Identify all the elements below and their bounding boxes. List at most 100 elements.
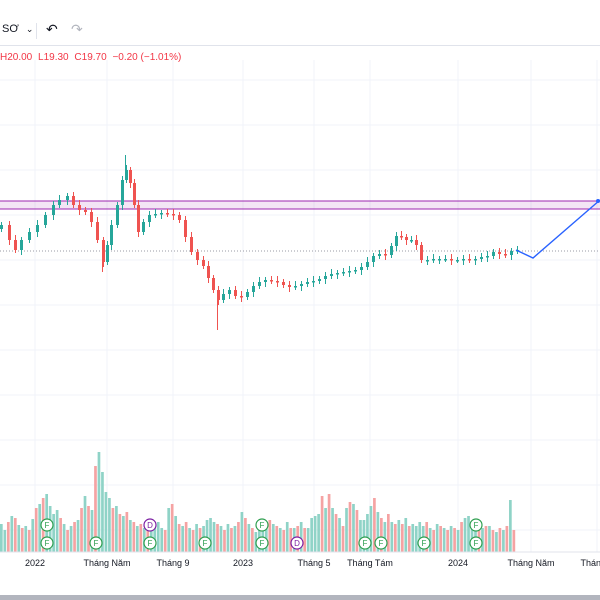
volume-bar <box>439 526 442 552</box>
marker-label: F <box>260 521 265 530</box>
volume-bar <box>463 518 467 552</box>
candle-body <box>246 292 249 297</box>
candle-body <box>20 240 23 250</box>
redo-icon[interactable]: ↷ <box>71 21 83 37</box>
volume-bar <box>285 522 289 552</box>
candle-body <box>129 170 132 183</box>
volume-bar <box>237 522 240 552</box>
candle-body <box>258 282 261 286</box>
candle-body <box>264 280 267 282</box>
volume-bar <box>212 522 216 552</box>
marker-circle <box>358 536 372 550</box>
window-top-strip <box>0 0 600 17</box>
candle-body <box>228 290 231 294</box>
volume-bar <box>247 524 251 552</box>
volume-bar <box>66 530 69 552</box>
volume-bar <box>181 526 184 552</box>
trendline-drawing <box>515 199 600 259</box>
marker-circle <box>417 536 431 550</box>
candle-body <box>234 290 237 296</box>
volume-bar <box>104 492 108 552</box>
candle-body <box>178 215 181 220</box>
earnings-marker: F <box>469 536 483 550</box>
volume-bar <box>303 528 307 552</box>
volume-bar <box>34 508 38 552</box>
marker-circle <box>469 536 483 550</box>
candle-body <box>44 215 47 225</box>
volume-bar <box>31 519 35 552</box>
volume-bar <box>163 530 167 552</box>
candle-body <box>480 257 483 259</box>
marker-label: F <box>148 539 153 548</box>
marker-label: F <box>94 539 99 548</box>
volume-bar <box>111 508 115 552</box>
candle-body <box>217 290 220 300</box>
candle-body <box>78 205 81 210</box>
candle-body <box>58 200 61 205</box>
volume-bar <box>188 528 191 552</box>
marker-label: F <box>45 539 50 548</box>
volume-bar <box>59 518 62 552</box>
volume-bar <box>435 524 439 552</box>
volume-bar <box>83 496 87 552</box>
volume-bar <box>355 510 359 552</box>
volume-bar <box>397 520 401 552</box>
volume-bar <box>156 522 160 552</box>
volume-bar <box>90 510 94 552</box>
bottom-scrollbar[interactable] <box>0 595 600 600</box>
volume-bar <box>132 522 136 552</box>
interval-selector[interactable]: SƠ ⌄ <box>2 23 33 35</box>
volume-bar <box>324 508 327 552</box>
x-tick-label: 2024 <box>448 558 468 568</box>
trendline-handle <box>596 199 600 203</box>
volume-bar <box>400 524 404 552</box>
volume-bar <box>122 516 125 552</box>
resistance-band-fill <box>0 201 600 209</box>
volume-bar <box>216 524 219 552</box>
marker-circle <box>143 536 157 550</box>
volume-bar <box>446 530 449 552</box>
candle-body <box>415 240 418 245</box>
volume-bar <box>313 516 317 552</box>
volume-bar <box>160 528 164 552</box>
candle-body <box>282 282 285 285</box>
undo-icon[interactable]: ↶ <box>46 21 58 37</box>
volume-bar <box>456 530 460 552</box>
marker-circle <box>198 536 212 550</box>
candlesticks <box>0 155 519 330</box>
candle-body <box>306 282 309 284</box>
volume-bar <box>118 514 122 552</box>
volume-bar <box>418 522 422 552</box>
candle-body <box>492 252 495 256</box>
volume-bar <box>184 522 188 552</box>
volume-bar <box>411 524 415 552</box>
volume-bar <box>338 518 341 552</box>
marker-circle <box>374 536 388 550</box>
volume-bar <box>129 520 132 552</box>
volume-bar <box>289 528 293 552</box>
event-markers: FF FDF FFF D F F FFF <box>40 518 483 550</box>
volume-bar <box>282 530 286 552</box>
candle-body <box>366 262 369 267</box>
marker-circle <box>255 518 269 532</box>
volume-bar <box>17 525 21 552</box>
candle-body <box>36 225 39 232</box>
volume-bar <box>299 522 303 552</box>
marker-label: F <box>474 521 479 530</box>
candle-body <box>420 245 423 260</box>
candle-body <box>90 212 93 222</box>
price-chart[interactable]: FF FDF FFF D F F FFF 2022 Tháng Năm Tháng 9 2023 T… <box>0 45 600 595</box>
volume-bar <box>219 526 223 552</box>
volume-bar <box>139 524 143 552</box>
candle-body <box>172 214 175 216</box>
legend-close: C19.70 <box>74 52 107 63</box>
volume-bar <box>502 530 505 552</box>
candle-body <box>410 240 413 242</box>
volume-bar <box>407 526 411 552</box>
volume-bar <box>87 506 90 552</box>
x-tick-label: Tháng Năm <box>83 558 130 568</box>
volume-bar <box>428 528 432 552</box>
volume-bar <box>467 516 470 552</box>
volume-bar <box>80 508 83 552</box>
candle-body <box>14 240 17 250</box>
